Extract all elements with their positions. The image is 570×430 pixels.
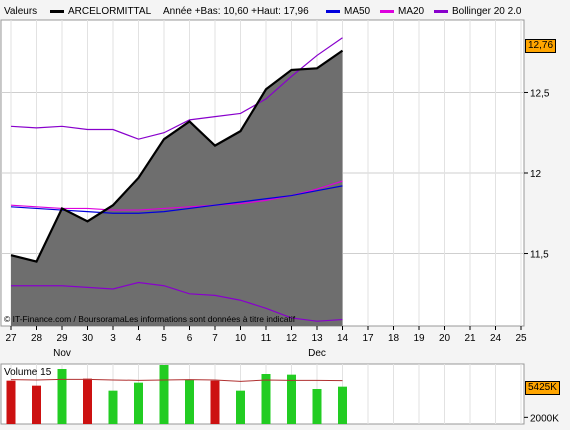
legend-ma50-label: MA50: [344, 6, 371, 17]
volume-bar: [57, 369, 67, 424]
volume-bar: [185, 380, 194, 424]
legend-range-text: Année +Bas: 10,60 +Haut: 17,96: [163, 6, 309, 17]
volume-bar: [261, 374, 271, 424]
volume-bar: [159, 365, 169, 424]
volume-bar: [83, 378, 92, 424]
last-price-tag: 12,76: [525, 39, 557, 53]
ma50-swatch: [326, 10, 340, 13]
volume-bar: [338, 386, 347, 424]
legend-bollinger-label: Bollinger 20 2.0: [452, 6, 522, 17]
volume-bar: [287, 374, 296, 424]
x-tick-label: 12: [286, 333, 298, 344]
volume-y-tick-label: 2000K: [530, 413, 559, 424]
legend-ma20: MA20: [380, 6, 424, 17]
volume-bar: [236, 390, 245, 424]
x-tick-label: 28: [31, 333, 43, 344]
volume-ma-line: [10, 378, 343, 382]
legend-valeurs-label: Valeurs: [4, 6, 38, 17]
x-tick-label: 17: [362, 333, 374, 344]
price-y-tick-label: 11,5: [530, 250, 549, 261]
volume-bar: [210, 380, 220, 424]
legend-range: Année +Bas: 10,60 +Haut: 17,96: [163, 6, 309, 17]
legend: Valeurs ARCELORMITTAL Année +Bas: 10,60 …: [0, 6, 570, 20]
legend-ma50: MA50: [326, 6, 370, 17]
price-area: [11, 50, 343, 326]
x-tick-label: 18: [388, 333, 400, 344]
volume-label: Volume 15: [4, 367, 52, 378]
legend-stock-name: ARCELORMITTAL: [68, 6, 152, 17]
x-tick-label: 24: [490, 333, 502, 344]
copyright-text: © IT-Finance.com / BoursoramaLes informa…: [4, 314, 296, 324]
month-label-nov: Nov: [53, 348, 71, 359]
bollinger-swatch: [434, 10, 448, 13]
x-tick-label: 3: [110, 333, 116, 344]
x-tick-label: 10: [235, 333, 247, 344]
x-tick-label: 7: [212, 333, 218, 344]
x-tick-label: 14: [337, 333, 349, 344]
last-volume-tag: 5425K: [525, 381, 560, 395]
price-line: [10, 49, 344, 263]
x-tick-label: 25: [515, 333, 527, 344]
legend-ma20-label: MA20: [398, 6, 425, 17]
stock-swatch: [50, 10, 64, 13]
bollinger-lower-line: [11, 281, 343, 322]
volume-bar: [32, 385, 41, 424]
price-y-tick-label: 12: [530, 169, 542, 180]
x-tick-label: 11: [261, 333, 272, 344]
x-tick-label: 19: [413, 333, 425, 344]
x-tick-label: 30: [82, 333, 94, 344]
legend-valeurs: Valeurs: [4, 6, 37, 17]
volume-bar: [108, 390, 118, 424]
x-tick-label: 20: [439, 333, 451, 344]
ma20-swatch: [380, 10, 394, 13]
bollinger-upper-line: [10, 37, 343, 140]
volume-bar: [6, 380, 16, 424]
x-tick-label: 4: [136, 333, 142, 344]
x-tick-label: 6: [187, 333, 193, 344]
x-tick-label: 29: [56, 333, 68, 344]
month-label-dec: Dec: [308, 348, 326, 359]
volume-bar: [312, 389, 322, 424]
x-tick-label: 21: [464, 333, 476, 344]
legend-bollinger: Bollinger 20 2.0: [434, 6, 522, 17]
x-tick-label: 27: [5, 333, 17, 344]
x-tick-label: 13: [311, 333, 323, 344]
volume-bar: [134, 382, 143, 424]
legend-stock: ARCELORMITTAL: [50, 6, 151, 17]
x-tick-label: 5: [161, 333, 167, 344]
price-y-tick-label: 12,5: [530, 88, 550, 99]
